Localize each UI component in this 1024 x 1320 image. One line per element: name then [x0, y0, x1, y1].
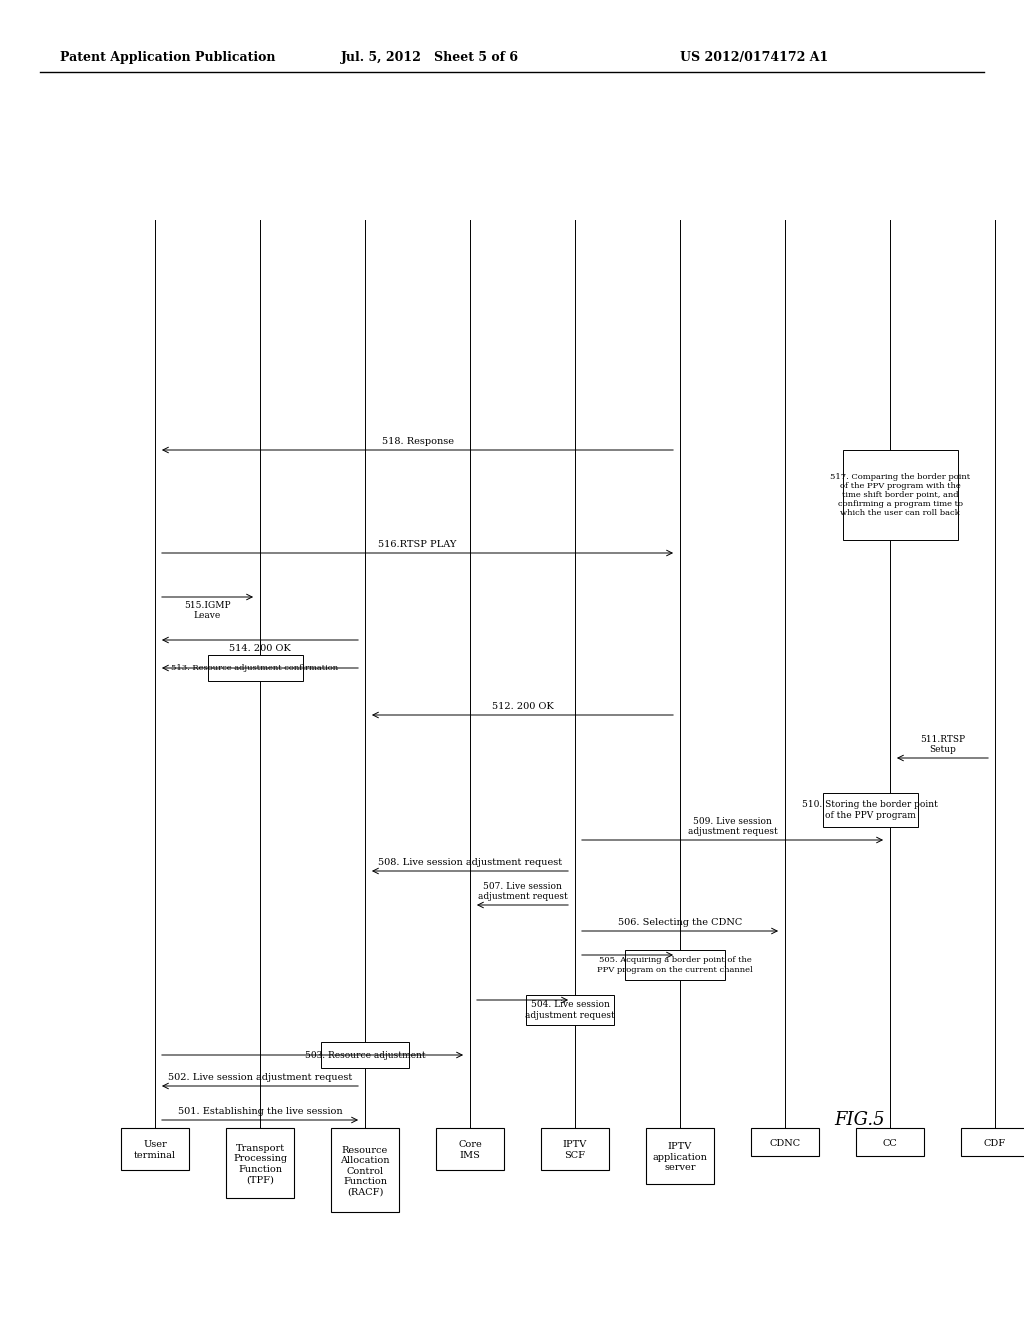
Text: IPTV
application
server: IPTV application server	[652, 1142, 708, 1172]
Text: Core
IMS: Core IMS	[458, 1140, 482, 1160]
Text: 513. Resource adjustment confirmation: 513. Resource adjustment confirmation	[171, 664, 339, 672]
Text: 505. Acquiring a border point of the
PPV program on the current channel: 505. Acquiring a border point of the PPV…	[597, 957, 753, 974]
Text: 503. Resource adjustment: 503. Resource adjustment	[305, 1051, 425, 1060]
Bar	[541, 1129, 609, 1170]
Text: 517. Comparing the border point
of the PPV program with the
time shift border po: 517. Comparing the border point of the P…	[829, 473, 970, 517]
Bar	[526, 995, 614, 1026]
Bar	[961, 1129, 1024, 1156]
Bar	[121, 1129, 189, 1170]
Bar	[646, 1129, 714, 1184]
Text: Transport
Processing
Function
(TPF): Transport Processing Function (TPF)	[232, 1144, 287, 1184]
Text: 514. 200 OK: 514. 200 OK	[229, 644, 291, 653]
Text: IPTV
SCF: IPTV SCF	[563, 1140, 587, 1160]
Text: 509. Live session
adjustment request: 509. Live session adjustment request	[688, 817, 777, 836]
Bar	[226, 1129, 294, 1199]
Text: 516.RTSP PLAY: 516.RTSP PLAY	[378, 540, 457, 549]
Text: 515.IGMP
Leave: 515.IGMP Leave	[184, 601, 230, 620]
Text: Patent Application Publication: Patent Application Publication	[60, 51, 275, 65]
Text: CDF: CDF	[984, 1138, 1006, 1147]
Bar	[856, 1129, 924, 1156]
Text: 511.RTSP
Setup: 511.RTSP Setup	[920, 735, 965, 754]
Bar	[625, 950, 725, 979]
Text: CDNC: CDNC	[769, 1138, 801, 1147]
Text: 518. Response: 518. Response	[382, 437, 454, 446]
Text: 508. Live session adjustment request: 508. Live session adjustment request	[378, 858, 562, 867]
Text: 501. Establishing the live session: 501. Establishing the live session	[178, 1107, 342, 1115]
Text: 504. Live session
adjustment request: 504. Live session adjustment request	[525, 1001, 614, 1019]
Bar	[208, 655, 302, 681]
Text: 512. 200 OK: 512. 200 OK	[492, 702, 553, 711]
Text: CC: CC	[883, 1138, 897, 1147]
Text: US 2012/0174172 A1: US 2012/0174172 A1	[680, 51, 828, 65]
Text: 510. Storing the border point
of the PPV program: 510. Storing the border point of the PPV…	[802, 800, 938, 820]
Bar	[751, 1129, 819, 1156]
Text: FIG.5: FIG.5	[835, 1111, 886, 1129]
Text: Jul. 5, 2012   Sheet 5 of 6: Jul. 5, 2012 Sheet 5 of 6	[341, 51, 519, 65]
Bar	[843, 450, 957, 540]
Text: User
terminal: User terminal	[134, 1140, 176, 1160]
Text: 506. Selecting the CDNC: 506. Selecting the CDNC	[617, 917, 742, 927]
Text: 502. Live session adjustment request: 502. Live session adjustment request	[168, 1073, 352, 1082]
Bar	[331, 1129, 399, 1212]
Bar	[436, 1129, 504, 1170]
Text: 507. Live session
adjustment request: 507. Live session adjustment request	[477, 882, 567, 902]
Text: Resource
Allocation
Control
Function
(RACF): Resource Allocation Control Function (RA…	[340, 1146, 390, 1196]
Bar	[321, 1041, 409, 1068]
Bar	[822, 793, 918, 828]
